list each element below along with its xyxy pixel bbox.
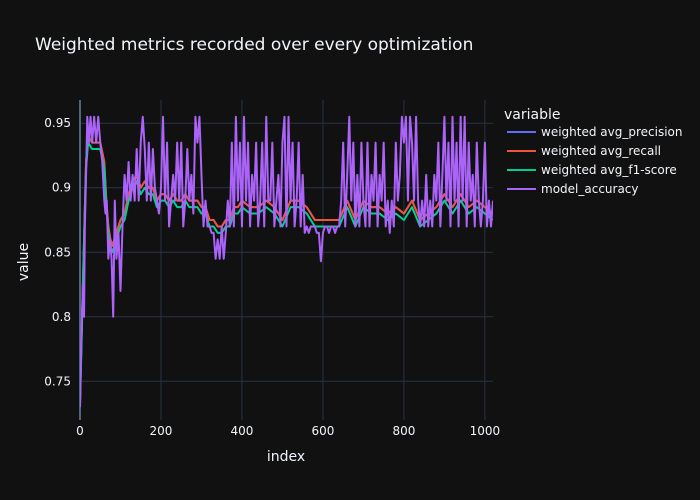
plot-area [80, 115, 493, 408]
legend-item[interactable]: weighted avg_precision [507, 125, 682, 139]
legend: variable weighted avg_precision weighted … [504, 107, 682, 196]
x-tick-label: 200 [150, 424, 173, 438]
x-tick-label: 0 [76, 424, 84, 438]
y-tick-label: 0.75 [44, 374, 71, 388]
grid [79, 100, 493, 420]
legend-label: weighted avg_f1-score [541, 163, 677, 177]
y-tick-label: 0.95 [44, 116, 71, 130]
x-tick-label: 600 [311, 424, 334, 438]
y-tick-label: 0.85 [44, 245, 71, 259]
legend-label: weighted avg_recall [541, 144, 661, 158]
y-axis-title: value [16, 243, 32, 281]
y-tick-label: 0.8 [52, 310, 71, 324]
legend-label: model_accuracy [541, 182, 639, 196]
x-tick-label: 800 [392, 424, 415, 438]
x-axis-title: index [267, 449, 305, 465]
axis-ticks: 0.75 0.8 0.85 0.9 0.95 0 200 400 600 800 1000 [44, 116, 500, 438]
legend-item[interactable]: model_accuracy [507, 182, 639, 196]
chart-title: Weighted metrics recorded over every opt… [35, 35, 473, 55]
legend-title: variable [504, 107, 560, 123]
legend-item[interactable]: weighted avg_f1-score [507, 163, 677, 177]
legend-label: weighted avg_precision [541, 125, 682, 139]
y-tick-label: 0.9 [52, 181, 71, 195]
x-tick-label: 400 [231, 424, 254, 438]
series-line-4 [80, 115, 493, 408]
legend-item[interactable]: weighted avg_recall [507, 144, 661, 158]
x-tick-label: 1000 [470, 424, 501, 438]
